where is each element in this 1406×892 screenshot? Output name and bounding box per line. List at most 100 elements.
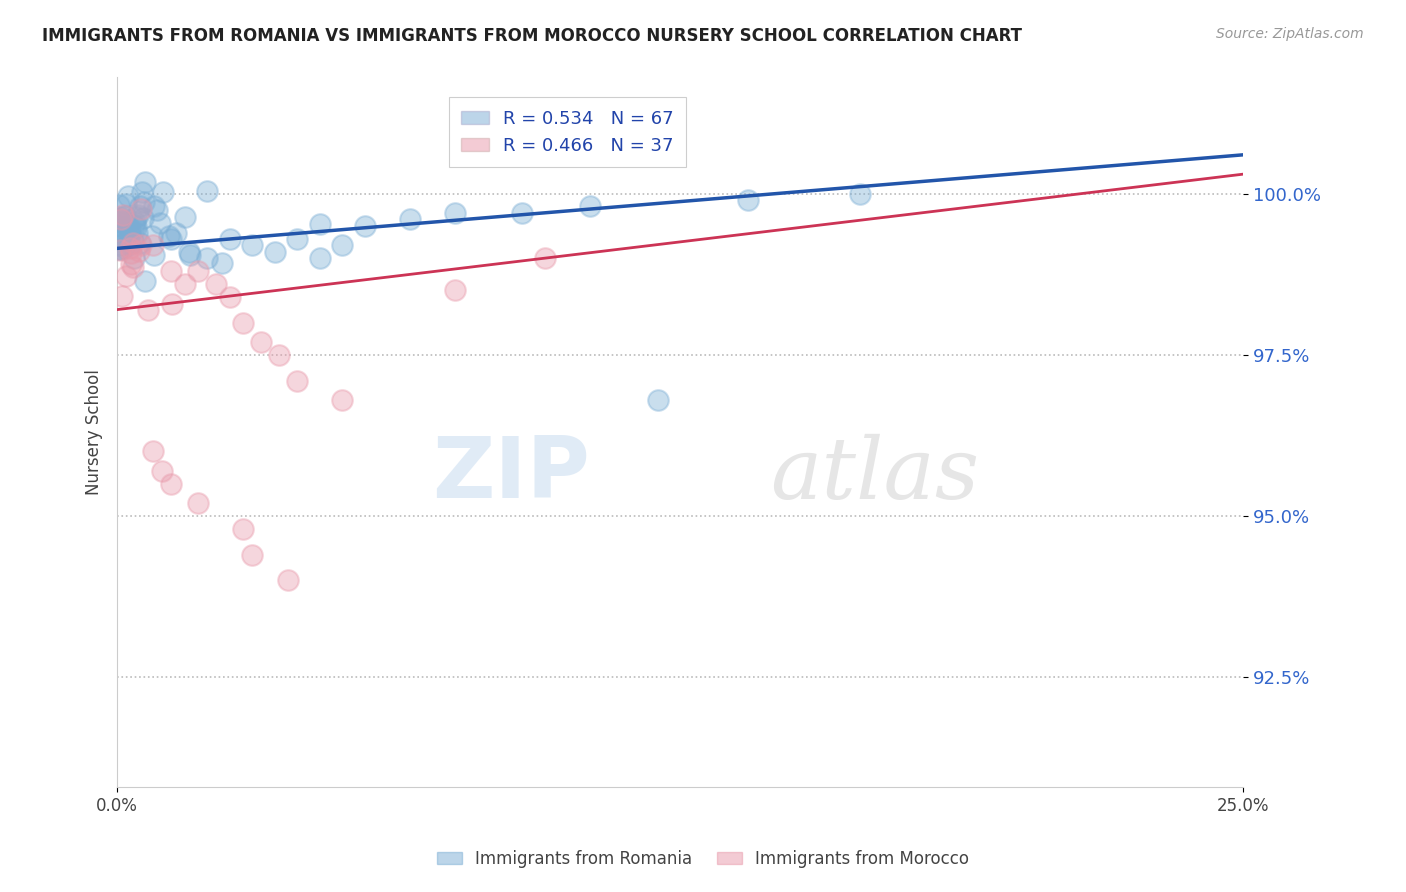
Point (108, 211, 131, 225)
Point (330, 392, 353, 407)
Point (179, 244, 201, 259)
Point (120, 257, 142, 271)
Point (108, 242, 131, 256)
Point (110, 243, 132, 257)
Point (308, 251, 330, 265)
Point (117, 218, 139, 232)
Point (160, 476, 183, 491)
Point (232, 522, 254, 536)
Point (250, 334, 273, 349)
Point (211, 255, 233, 269)
Point (134, 275, 156, 289)
Point (114, 209, 136, 223)
Point (173, 277, 195, 291)
Point (127, 208, 149, 222)
Point (142, 199, 165, 213)
Point (152, 186, 174, 200)
Point (166, 226, 188, 240)
Point (120, 227, 142, 241)
Text: Source: ZipAtlas.com: Source: ZipAtlas.com (1216, 27, 1364, 41)
Point (174, 211, 197, 225)
Point (263, 244, 285, 259)
Point (122, 219, 145, 233)
Legend: R = 0.534   N = 67, R = 0.466   N = 37: R = 0.534 N = 67, R = 0.466 N = 37 (449, 97, 686, 168)
Point (108, 219, 131, 233)
Point (110, 212, 132, 227)
Point (110, 227, 132, 242)
Point (240, 548, 263, 562)
Point (187, 496, 209, 510)
Point (122, 251, 145, 265)
Point (134, 175, 156, 189)
Point (108, 212, 131, 227)
Point (111, 221, 134, 235)
Point (647, 392, 669, 407)
Text: IMMIGRANTS FROM ROMANIA VS IMMIGRANTS FROM MOROCCO NURSERY SCHOOL CORRELATION CH: IMMIGRANTS FROM ROMANIA VS IMMIGRANTS FR… (42, 27, 1022, 45)
Point (579, 199, 602, 213)
Point (108, 243, 131, 257)
Point (150, 464, 173, 478)
Point (125, 226, 148, 240)
Point (149, 217, 172, 231)
Point (131, 185, 153, 199)
Point (157, 229, 180, 244)
Point (142, 444, 165, 458)
Point (110, 238, 132, 252)
Point (141, 228, 163, 243)
Point (145, 202, 167, 217)
Point (143, 248, 166, 262)
Point (849, 186, 872, 201)
Point (121, 246, 143, 260)
Point (108, 215, 131, 229)
Point (187, 264, 209, 278)
Point (121, 235, 143, 250)
Point (117, 188, 139, 202)
Text: atlas: atlas (770, 434, 979, 516)
Point (134, 194, 156, 209)
Point (118, 223, 141, 237)
Point (120, 237, 142, 252)
Point (179, 248, 201, 262)
Point (118, 241, 141, 255)
Point (125, 220, 148, 235)
Point (108, 198, 131, 212)
Point (118, 227, 141, 242)
Point (160, 232, 183, 246)
Point (354, 219, 377, 233)
Point (444, 206, 467, 220)
Point (232, 316, 254, 330)
Point (737, 193, 759, 207)
Point (128, 199, 150, 213)
Point (195, 184, 218, 198)
Point (128, 244, 150, 259)
Point (277, 574, 299, 588)
Point (285, 232, 308, 246)
Point (162, 297, 184, 311)
Point (129, 238, 152, 252)
Point (122, 260, 145, 274)
Point (114, 197, 136, 211)
Point (111, 215, 134, 229)
Point (111, 208, 134, 222)
Point (534, 251, 557, 265)
Point (240, 238, 263, 252)
Y-axis label: Nursery School: Nursery School (86, 369, 103, 495)
Point (132, 211, 155, 225)
Point (195, 251, 218, 265)
Point (330, 238, 353, 252)
Point (125, 211, 148, 225)
Point (111, 288, 134, 302)
Point (160, 264, 183, 278)
Point (108, 218, 131, 232)
Point (129, 236, 152, 251)
Point (218, 232, 240, 246)
Point (218, 290, 240, 304)
Point (399, 212, 422, 227)
Point (512, 206, 534, 220)
Point (122, 235, 145, 249)
Point (112, 227, 135, 241)
Point (142, 238, 165, 252)
Point (269, 348, 291, 362)
Legend: Immigrants from Romania, Immigrants from Morocco: Immigrants from Romania, Immigrants from… (430, 844, 976, 875)
Point (129, 202, 152, 217)
